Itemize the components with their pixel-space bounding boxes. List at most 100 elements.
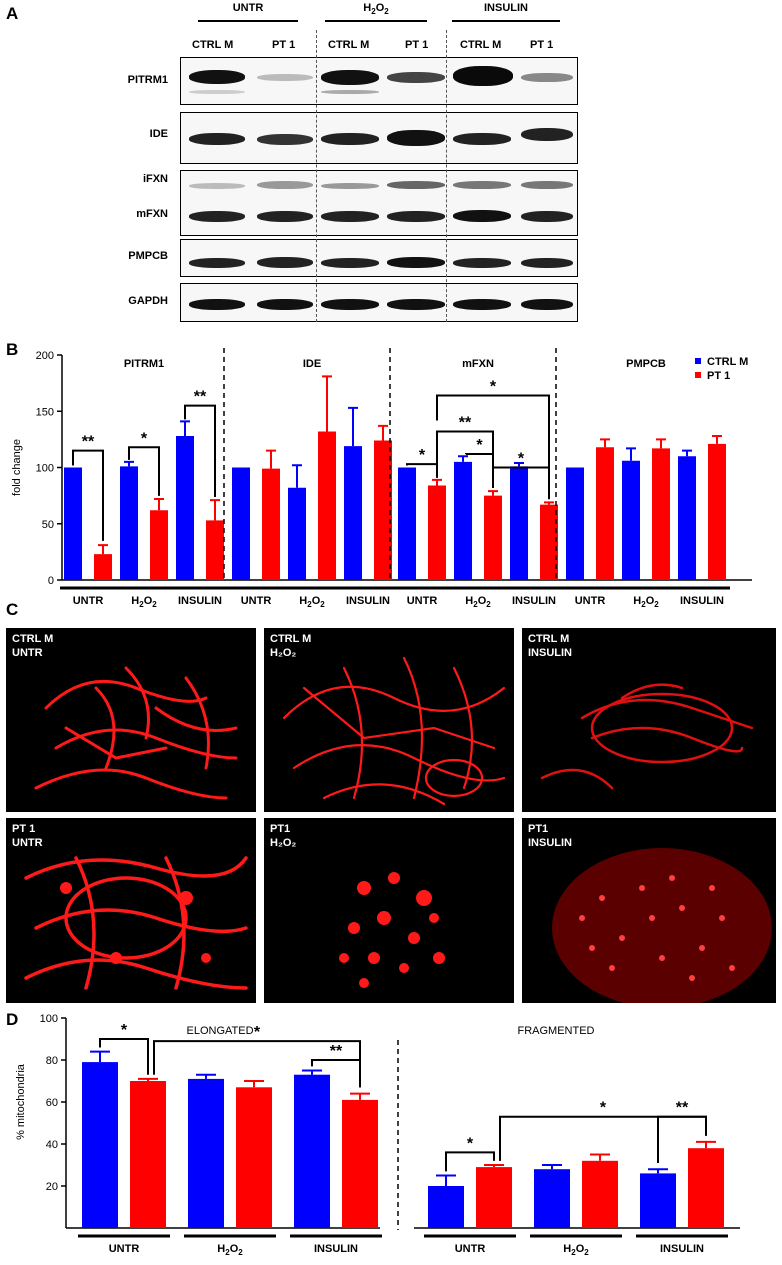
significance-label: * [254,1024,261,1041]
significance-bracket [445,1151,495,1172]
legend-swatch-ctrl [695,358,701,364]
legend-label: CTRL M [707,356,748,368]
protein-label-ide: IDE [149,128,168,140]
mitochondria-network-image [34,666,238,800]
error-bar [488,490,498,496]
group-label: UNTR [109,1243,140,1255]
error-bar [98,544,108,555]
bar-pt [428,485,446,580]
y-tick-label: 100 [40,1013,58,1025]
western-blot-ide [180,112,578,164]
subplot-title: mFXN [462,358,494,370]
bar-pt [206,520,224,580]
group-label: UNTR [407,595,438,607]
micrograph-label: PT1 H₂O₂ [270,823,297,849]
error-bar [266,449,276,469]
y-tick-label: 100 [36,463,54,475]
bar-ctrl [640,1173,676,1228]
subplot-title: PITRM1 [124,358,164,370]
bar-ctrl [428,1186,464,1228]
bar-pt [596,447,614,580]
significance-label: * [476,437,483,454]
group-label: UNTR [73,595,104,607]
bar-ctrl [398,467,416,580]
bar-pt [342,1099,378,1228]
error-bar [432,478,442,486]
significance-label: * [121,1022,128,1039]
significance-label: ** [194,389,207,406]
group-label: UNTR [455,1243,486,1255]
lane-label: CTRL M [328,39,370,51]
error-bar [322,375,332,432]
significance-label: * [419,447,426,464]
y-tick-label: 20 [46,1181,58,1193]
micrograph-pt1-untr: PT 1 UNTR [6,818,256,1003]
error-bar [292,464,302,488]
micrograph-label: CTRL M H₂O₂ [270,633,312,659]
y-tick-label: 0 [48,575,54,587]
bar-ctrl [678,456,696,580]
micrograph-ctrl-insulin: CTRL M INSULIN [522,628,776,812]
subplot-title: PMPCB [626,358,666,370]
panel-label-a: A [6,4,19,23]
error-bar [138,1077,158,1081]
mitochondria-network-image [282,656,506,806]
error-bar [210,499,220,521]
mitochondria-network-image [540,683,754,790]
condition-underline [325,20,427,22]
error-bar [600,438,610,448]
group-label: UNTR [241,595,272,607]
condition-underline [198,20,298,22]
significance-label: ** [330,1043,343,1060]
error-bar [302,1069,322,1075]
significance-label: * [518,451,525,468]
bar-ctrl [288,487,306,580]
legend-label: PT 1 [707,370,730,382]
condition-untr: UNTR [232,2,264,14]
error-bar [696,1140,716,1149]
error-bar [180,420,190,436]
western-blot-pmpcb [180,239,578,277]
significance-label: ** [676,1100,689,1117]
protein-label-pitrm1: PITRM1 [127,74,168,86]
significance-label: ** [82,434,95,451]
bar-pt [708,443,726,580]
y-tick-label: 150 [36,406,54,418]
error-bar [378,424,388,441]
error-bar [348,406,358,447]
micrograph-pt1-insulin: PT1 INSULIN [522,818,776,1003]
subplot-title: FRAGMENTED [518,1025,595,1037]
y-tick-label: 200 [36,350,54,362]
error-bar [350,1092,370,1100]
panel-label-c: C [6,600,19,619]
significance-bracket [436,394,550,497]
error-bar [154,498,164,511]
lane-label: CTRL M [192,39,234,51]
significance-bracket [184,404,216,497]
bar-chart-fold-change: 0 50 100 150 200 fold change PITRM1 UNTR H2O2 INS… [11,348,752,609]
lane-label: PT 1 [272,39,296,51]
micrograph-label: CTRL M UNTR [12,633,54,659]
bar-pt [318,431,336,580]
bar-pt [688,1148,724,1228]
significance-label: * [490,379,497,396]
bar-pt [262,468,280,580]
protein-label-gapdh: GAPDH [128,295,168,307]
protein-label-mfxn: mFXN [136,208,168,220]
bar-ctrl [120,466,138,580]
bar-ctrl [188,1078,224,1228]
significance-label: * [600,1100,607,1117]
condition-divider [316,30,317,322]
error-bar [484,1164,504,1168]
error-bar [436,1174,456,1186]
subplot-title: IDE [303,358,321,370]
group-label: INSULIN [314,1243,358,1255]
micrograph-ctrl-untr: CTRL M UNTR [6,628,256,812]
error-bar [90,1050,110,1063]
group-label: INSULIN [680,595,724,607]
significance-label: * [467,1135,474,1152]
protein-label-pmpcb: PMPCB [128,250,168,262]
significance-bracket [72,449,104,541]
error-bar [458,455,468,462]
lane-label: PT 1 [530,39,554,51]
